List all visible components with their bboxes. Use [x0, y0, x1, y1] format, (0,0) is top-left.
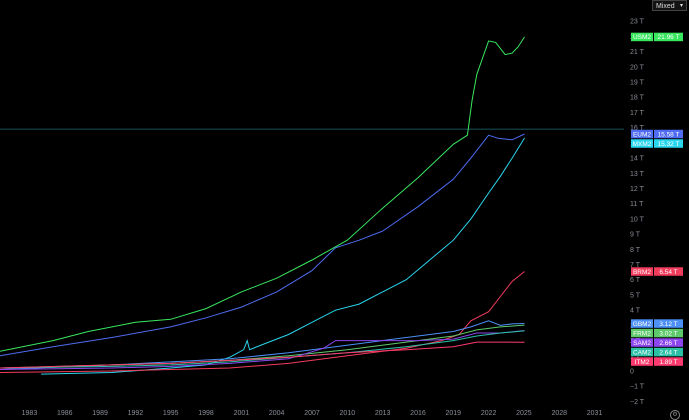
series-name-label: USM2 [633, 34, 651, 41]
series-value-badge-frm2 [654, 328, 683, 338]
x-tick-label: 2028 [551, 410, 567, 417]
y-tick-label: 6 T [630, 277, 641, 284]
series-name-label: MXM2 [633, 141, 652, 148]
x-tick-label: 1995 [163, 410, 179, 417]
x-tick-label: 2019 [445, 410, 461, 417]
series-line-itm2 [0, 341, 525, 369]
series-value-badge-mxm2 [654, 139, 683, 148]
y-tick-label: 16 T [630, 125, 645, 132]
series-name-badge-mxm2[interactable] [631, 139, 653, 148]
series-value-badge-usm2 [654, 32, 683, 42]
series-name-badge-itm2[interactable] [631, 357, 653, 366]
x-tick-label: 2031 [587, 410, 603, 417]
series-value-badge-eum2 [654, 129, 683, 139]
x-tick-label: 2013 [375, 410, 391, 417]
series-name-badge-eum2[interactable] [631, 129, 653, 139]
series-value-badge-brm2 [654, 267, 683, 276]
scale-mode-label: Mixed [656, 3, 675, 10]
series-value-label: 15.32 T [658, 141, 680, 148]
y-tick-label: 14 T [630, 156, 645, 163]
x-tick-label: 2022 [481, 410, 497, 417]
series-line-gbm2 [0, 320, 525, 370]
series-line-usm2 [0, 36, 525, 352]
series-name-label: CAM2 [633, 349, 651, 356]
series-name-label: FRM2 [633, 330, 651, 337]
series-value-label: 6.54 T [659, 269, 677, 276]
series-line-frm2 [0, 324, 525, 369]
series-name-badge-frm2[interactable] [631, 328, 653, 338]
y-tick-label: 23 T [630, 19, 645, 26]
y-tick-label: −2 T [630, 399, 645, 406]
y-tick-label: 7 T [630, 262, 641, 269]
y-tick-label: 11 T [630, 201, 644, 208]
y-tick-label: 20 T [630, 64, 645, 71]
y-tick-label: 9 T [630, 232, 641, 239]
series-value-label: 2.66 T [659, 340, 677, 347]
y-tick-label: 19 T [630, 79, 645, 86]
series-name-badge-sam2[interactable] [631, 338, 653, 347]
y-tick-label: 10 T [630, 216, 645, 223]
series-value-badge-itm2 [654, 357, 683, 366]
y-tick-label: 13 T [630, 171, 645, 178]
x-tick-label: 1983 [22, 410, 38, 417]
gear-icon[interactable]: ⚙ [670, 410, 680, 420]
series-name-label: ITM2 [635, 359, 650, 366]
x-tick-label: 1986 [57, 410, 73, 417]
y-tick-label: −1 T [630, 384, 645, 391]
y-tick-label: 1 T [630, 353, 641, 360]
x-tick-label: 2007 [304, 410, 320, 417]
x-tick-label: 2004 [269, 410, 285, 417]
series-value-label: 3.02 T [659, 330, 677, 337]
series-name-badge-usm2[interactable] [631, 32, 653, 42]
y-tick-label: 4 T [630, 308, 641, 315]
series-name-label: SAM2 [633, 340, 651, 347]
y-tick-label: 17 T [630, 110, 645, 117]
y-tick-label: 0 [630, 369, 634, 376]
x-tick-label: 1998 [198, 410, 214, 417]
x-tick-label: 2001 [234, 410, 250, 417]
series-value-label: 21.96 T [658, 34, 680, 41]
y-tick-label: 5 T [630, 292, 641, 299]
series-name-label: EUM2 [633, 131, 651, 138]
series-name-badge-gbm2[interactable] [631, 319, 653, 328]
series-name-badge-brm2[interactable] [631, 267, 653, 276]
scale-mode-dropdown[interactable]: Mixed ▾ [652, 0, 687, 11]
series-value-badge-cam2 [654, 347, 683, 357]
x-tick-label: 1989 [92, 410, 108, 417]
series-name-label: GBM2 [633, 321, 652, 328]
series-line-eum2 [0, 133, 525, 357]
series-name-badge-cam2[interactable] [631, 347, 653, 357]
series-value-label: 3.12 T [659, 321, 677, 328]
y-tick-label: 8 T [630, 247, 641, 254]
series-value-label: 15.58 T [658, 131, 680, 138]
chevron-down-icon: ▾ [679, 3, 683, 9]
y-tick-label: 21 T [630, 49, 645, 56]
series-value-badge-gbm2 [654, 319, 683, 328]
x-tick-label: 2025 [516, 410, 532, 417]
y-tick-label: 18 T [630, 95, 645, 102]
series-value-label: 2.64 T [659, 349, 677, 356]
series-name-label: BRM2 [633, 269, 651, 276]
series-line-sam2 [0, 330, 525, 370]
x-tick-label: 2016 [410, 410, 426, 417]
y-tick-label: 12 T [630, 186, 645, 193]
series-value-badge-sam2 [654, 338, 683, 347]
x-tick-label: 1992 [128, 410, 144, 417]
series-value-label: 1.89 T [659, 359, 677, 366]
x-tick-label: 2010 [340, 410, 356, 417]
